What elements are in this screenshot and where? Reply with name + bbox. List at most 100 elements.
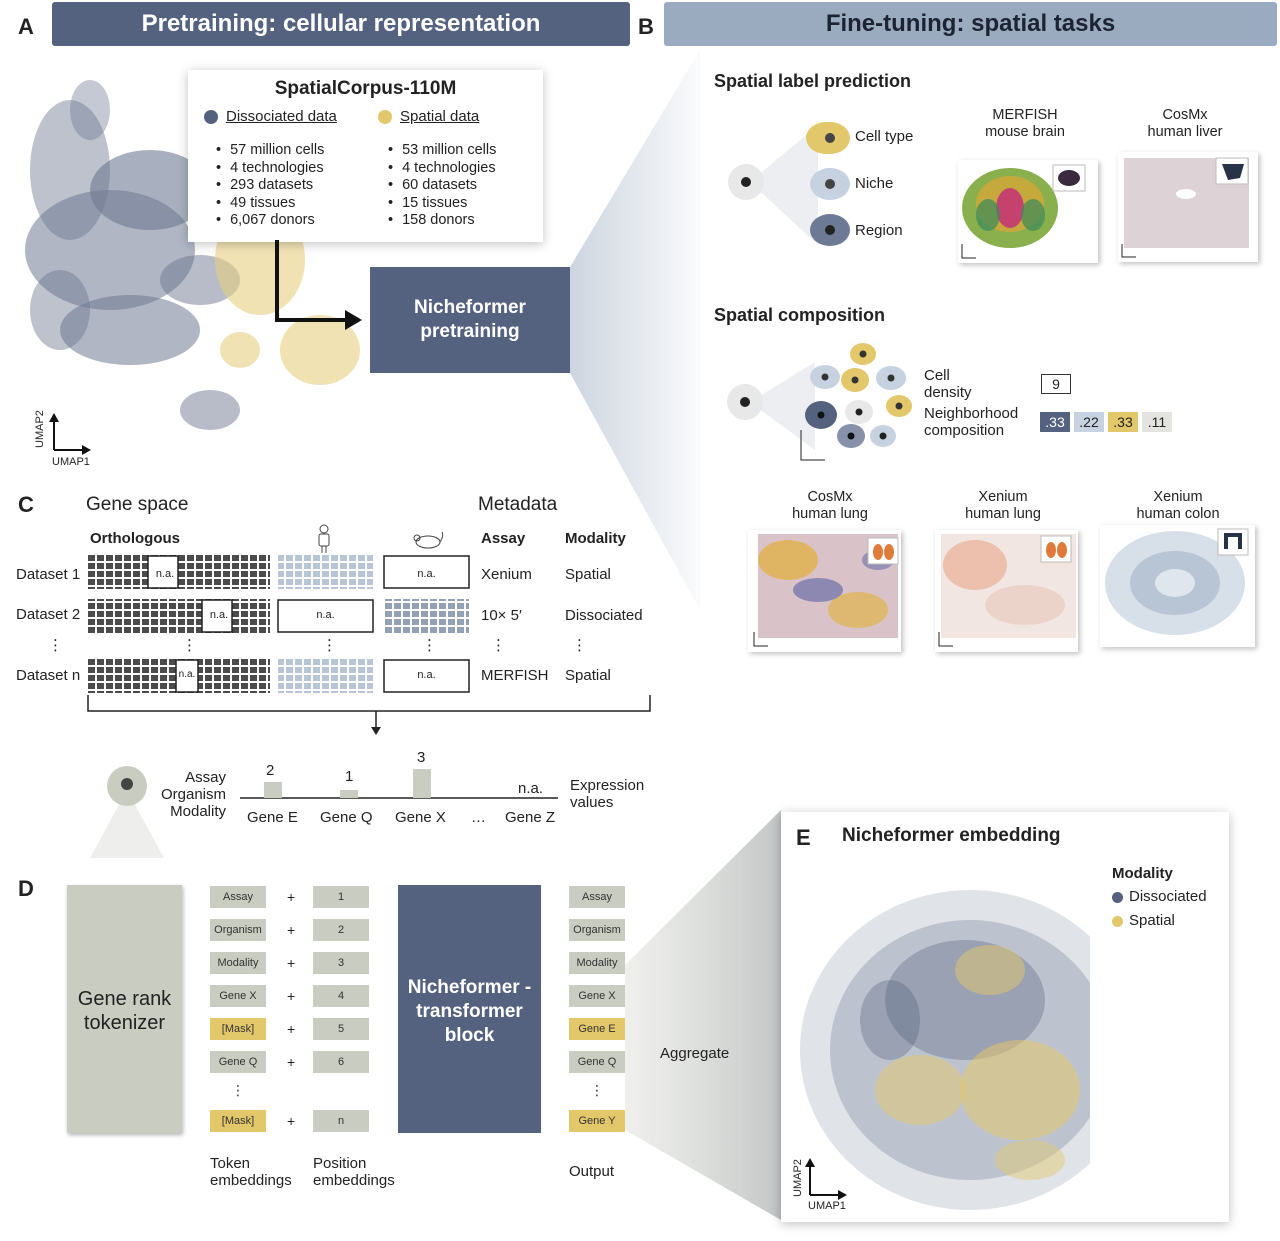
plus-sign: + — [287, 1113, 296, 1129]
gene-label: Gene Q — [320, 809, 373, 826]
position-embedding: 5 — [313, 1018, 369, 1040]
gene-space-title: Gene space — [86, 494, 189, 515]
spatial-dot — [378, 110, 392, 125]
plus-sign: + — [287, 922, 296, 938]
bracket-arrow — [87, 695, 651, 735]
na-cell: n.a. — [209, 609, 229, 621]
legend-spatial: Spatial — [1112, 912, 1175, 929]
xenium-colon-card — [1100, 525, 1255, 647]
expression-bar — [340, 790, 358, 798]
neighborhood-cells — [727, 343, 912, 461]
label-cells — [810, 122, 850, 246]
output-label: Output — [569, 1163, 615, 1180]
na-cell: n.a. — [316, 609, 335, 621]
spatial-label-prediction-title: Spatial label prediction — [714, 71, 912, 91]
plus-sign: + — [287, 988, 296, 1004]
spatial-stat: 15 tissues — [388, 195, 496, 213]
cosmx-lung-card — [748, 530, 901, 652]
umap-y-label: UMAP2 — [34, 410, 46, 448]
legend-dot-dissociated — [1112, 891, 1123, 903]
dissociated-stat: 6,067 donors — [216, 212, 324, 230]
spatial-stat: 53 million cells — [388, 142, 496, 160]
cosmx-human-lung-image — [753, 534, 899, 647]
spatial-stats: 53 million cells 4 technologies 60 datas… — [388, 142, 496, 230]
token-embeddings-label: Token embeddings — [210, 1155, 292, 1189]
xenium-lung-card — [935, 530, 1078, 652]
embedding-panel — [781, 812, 1229, 1222]
plus-sign: + — [287, 1054, 296, 1070]
single-cell-icon — [90, 766, 164, 858]
rank-label: 2 — [266, 762, 275, 779]
nicheformer-pretraining-box: Nicheformer pretraining — [370, 267, 570, 373]
panel-c-letter: C — [18, 492, 34, 517]
matrix-ellipsis: ⋮ — [322, 637, 337, 654]
spatialcorpus-box: SpatialCorpus-110M Dissociated data Spat… — [188, 70, 543, 242]
cosmx-liver-title: CosMx human liver — [1147, 107, 1223, 140]
legend-title: Modality — [1112, 865, 1173, 882]
dataset-1-modality: Spatial — [565, 566, 611, 583]
expression-bar-chart — [240, 769, 558, 799]
umap-embedding-plot — [800, 890, 1090, 1210]
panel-d-letter: D — [18, 876, 34, 901]
dataset-n-assay: MERFISH — [481, 667, 549, 684]
modality-header: Modality — [565, 530, 626, 547]
gene-label: Gene X — [395, 809, 446, 826]
metadata-ellipsis: ⋮ — [491, 637, 506, 654]
transformer-block — [398, 885, 541, 1133]
human-icon — [318, 524, 330, 553]
xenium-lung-title: Xenium human lung — [965, 489, 1041, 522]
output-ellipsis: ⋮ — [590, 1082, 604, 1098]
position-embedding: n — [313, 1110, 369, 1132]
token-ellipsis: ⋮ — [231, 1082, 245, 1098]
finetuning-banner: Fine-tuning: spatial tasks — [664, 2, 1277, 46]
matrix-ellipsis: ⋮ — [422, 637, 437, 654]
merfish-mouse-brain-image — [961, 164, 1086, 259]
pretraining-banner: Pretraining: cellular representation — [52, 2, 630, 46]
umap-y-label-e: UMAP2 — [792, 1159, 804, 1197]
rank-label: 1 — [345, 768, 354, 785]
pretraining-arrow — [275, 240, 362, 330]
projection-cone — [570, 50, 700, 610]
dataset-1-label: Dataset 1 — [16, 566, 81, 583]
position-embedding: 4 — [313, 985, 369, 1007]
dataset-1-assay: Xenium — [481, 566, 532, 583]
expression-bar — [264, 782, 282, 798]
neighborhood-label: Neighborhood composition — [924, 405, 1019, 439]
output-token: Gene X — [569, 985, 625, 1007]
assay-header: Assay — [481, 530, 526, 547]
dataset-2-assay: 10× 5′ — [481, 607, 522, 624]
spatial-stat: 60 datasets — [388, 177, 496, 195]
embedding-title: Nicheformer embedding — [842, 825, 1061, 846]
gene-rank-tokenizer-label: Gene rank tokenizer — [77, 988, 172, 1034]
plus-sign: + — [287, 1021, 296, 1037]
panel-b-letter: B — [638, 14, 654, 39]
expression-bar — [413, 769, 431, 798]
gene-matrix — [88, 555, 470, 693]
meta-labels: Assay Organism Modality — [160, 769, 226, 820]
orthologous-header: Orthologous — [90, 530, 180, 547]
composition-value: .22 — [1074, 412, 1104, 432]
output-token: Organism — [569, 919, 625, 941]
output-token: Gene Y — [569, 1110, 625, 1132]
token-embedding: Gene Q — [210, 1051, 266, 1073]
output-token: Gene Q — [569, 1051, 625, 1073]
position-embedding: 2 — [313, 919, 369, 941]
xenium-colon-title: Xenium human colon — [1136, 489, 1220, 522]
plus-sign: + — [287, 955, 296, 971]
gene-label: Gene E — [247, 809, 298, 826]
position-embedding: 6 — [313, 1051, 369, 1073]
dataset-n-modality: Spatial — [565, 667, 611, 684]
metadata-ellipsis: ⋮ — [572, 637, 587, 654]
dissociated-stat: 49 tissues — [216, 195, 324, 213]
mouse-icon — [413, 531, 444, 549]
token-embedding: Organism — [210, 919, 266, 941]
cell-density-value: 9 — [1041, 374, 1071, 394]
dataset-2-label: Dataset 2 — [16, 606, 81, 623]
spatial-stat: 4 technologies — [388, 160, 496, 178]
na-cell: n.a. — [417, 669, 436, 681]
umap-x-label: UMAP1 — [52, 456, 90, 468]
merfish-title: MERFISH mouse brain — [985, 107, 1065, 140]
token-embedding: Gene X — [210, 985, 266, 1007]
dissociated-dot — [204, 110, 218, 125]
token-embedding: Modality — [210, 952, 266, 974]
